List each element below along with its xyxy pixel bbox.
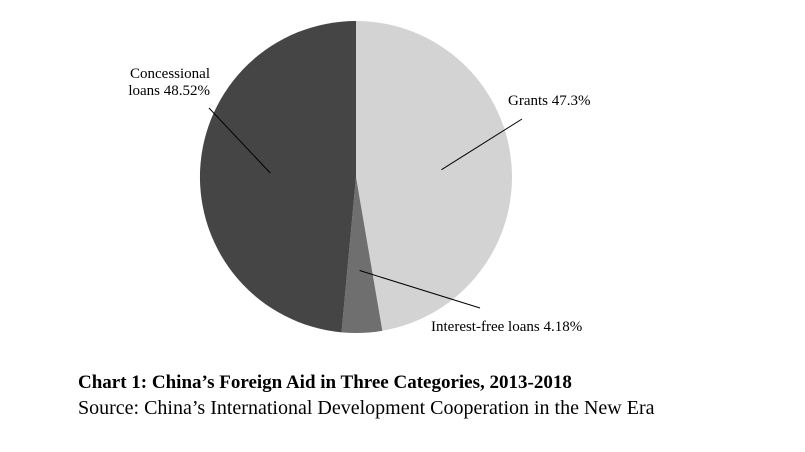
leader-line-concessional-loans <box>208 107 271 174</box>
chart-caption-title: Chart 1: China’s Foreign Aid in Three Ca… <box>78 372 572 393</box>
slice-label-concessional-loans-line-1: Concessional <box>130 66 210 82</box>
leader-line-grants <box>441 118 523 171</box>
chart-source-note: Source: China’s International Developmen… <box>78 397 655 419</box>
slice-label-interest-free-loans: Interest-free loans 4.18% <box>431 319 582 335</box>
pie-slice-grants <box>356 21 512 331</box>
pie-slice-concessional-loans <box>199 20 356 333</box>
slice-label-grants: Grants 47.3% <box>508 93 591 109</box>
pie-chart: Grants 47.3% Interest-free loans 4.18% Con… <box>128 20 591 335</box>
pie-slice-interest-free-loans <box>341 177 383 334</box>
slice-label-concessional-loans-line-2: loans 48.52% <box>128 83 210 99</box>
leader-line-interest-free-loans <box>359 270 481 309</box>
